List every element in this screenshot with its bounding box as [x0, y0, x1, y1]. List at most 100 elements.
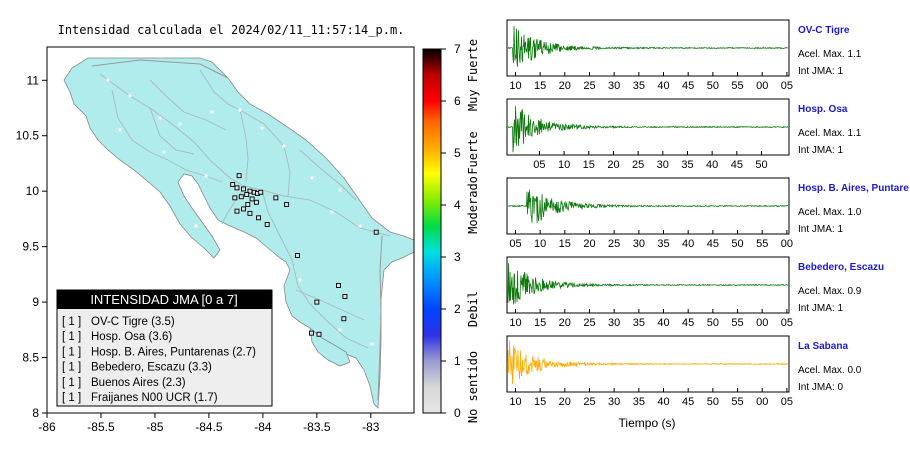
waveform-x-axis-label: Tiempo (s) — [619, 416, 676, 430]
waveform-tick-label: 30 — [608, 396, 620, 408]
waveform-tick-label: 05 — [781, 80, 793, 92]
colorbar-tick-label: 0 — [454, 406, 461, 420]
waveform-tick-label: 15 — [559, 238, 571, 250]
waveform-tick-label: 35 — [633, 317, 645, 329]
station-marker — [234, 185, 240, 191]
colorbar-tick-label: 3 — [454, 250, 461, 264]
station-max-acceleration: Acel. Max. 1.1 — [798, 128, 862, 139]
waveform-tick-label: 15 — [534, 317, 546, 329]
waveform-tick-label: 50 — [707, 80, 719, 92]
colorbar-tick-label: 6 — [454, 94, 461, 108]
colorbar-category-label: Fuerte — [466, 131, 480, 174]
road-network — [99, 69, 391, 349]
station-max-acceleration: Acel. Max. 0.9 — [798, 286, 862, 297]
waveform-tick-label: 25 — [583, 80, 595, 92]
map-y-tick-label: 10.5 — [16, 129, 40, 143]
station-marker — [249, 196, 255, 202]
map-title: Intensidad calculada el 2024/02/11_11:57… — [58, 23, 405, 37]
waveform-tick-label: 20 — [583, 238, 595, 250]
map-content — [63, 57, 414, 409]
waveform-tick-label: 35 — [633, 396, 645, 408]
legend-item-label: Hosp. B. Aires, Puntarenas (2.7) — [91, 346, 256, 358]
waveform-tick-label: 25 — [583, 317, 595, 329]
map-x-tick-label: -85.5 — [87, 420, 115, 434]
colorbar-tick-label: 4 — [454, 198, 461, 212]
map-frame — [46, 46, 415, 414]
legend-item-label: Hosp. Osa (3.6) — [91, 331, 172, 343]
station-marker — [284, 202, 290, 207]
station-marker — [264, 222, 270, 227]
legend-item-label: Fraijanes N00 UCR (1.7) — [91, 392, 218, 404]
station-max-acceleration: Acel. Max. 0.0 — [798, 365, 862, 376]
station-marker — [341, 316, 347, 322]
station-marker — [258, 189, 264, 195]
waveform-tick-label: 05 — [781, 317, 793, 329]
map-x-tick-label: -83.5 — [303, 420, 331, 434]
station-marker — [238, 194, 244, 200]
waveform-tick-label: 45 — [682, 80, 694, 92]
station-jma-intensity: Int JMA: 1 — [798, 303, 843, 314]
station-marker — [244, 192, 250, 197]
legend-item-level: [ 1 ] — [62, 316, 81, 328]
map-y-tick-label: 10 — [26, 184, 40, 198]
waveform-tick-label: 35 — [633, 80, 645, 92]
legend-box — [56, 289, 273, 407]
map-y-tick-label: 8.5 — [22, 351, 39, 365]
waveform-tick-label: 35 — [681, 159, 693, 171]
waveform-tick-label: 20 — [559, 396, 571, 408]
waveform-tick-label: 30 — [608, 317, 620, 329]
waveform-tick-label: 50 — [731, 238, 743, 250]
station-jma-intensity: Int JMA: 0 — [798, 382, 843, 393]
waveform-tick-label: 00 — [756, 396, 768, 408]
legend-item-level: [ 1 ] — [62, 346, 81, 358]
colorbar-tick-label: 7 — [454, 42, 461, 56]
waveform-panels: 10 15 20 25 30 35 40 45 50 55 00 05 OV-C Tigre Acel. … — [506, 19, 909, 408]
waveform-tick-label: 15 — [583, 159, 595, 171]
legend-item-level: [ 1 ] — [62, 392, 81, 404]
border-panama — [377, 235, 383, 401]
station-jma-intensity: Int JMA: 1 — [798, 224, 843, 235]
land-osa-peninsula — [309, 327, 351, 367]
waveform-tick-label: 10 — [534, 238, 546, 250]
waveform-tick-label: 55 — [731, 396, 743, 408]
waveform-tick-label: 25 — [583, 396, 595, 408]
intensity-colorbar: 0 1 2 3 4 5 6 7 No sentido Debil Moderado Fuerte Mu… — [422, 39, 480, 423]
map-x-axis: -86 -85.5 -85 -84.5 -84 -83.5 -83 — [38, 413, 380, 434]
waveform-tick-label: 40 — [657, 396, 669, 408]
station-name: Hosp. Osa — [798, 104, 848, 115]
waveform-tick-label: 45 — [707, 238, 719, 250]
waveform-tick-label: 05 — [509, 238, 521, 250]
station-marker — [236, 173, 242, 179]
station-marker — [314, 299, 320, 305]
waveform-tick-label: 25 — [632, 159, 644, 171]
waveform-tick-label: 45 — [731, 159, 743, 171]
colorbar-tick-label: 2 — [454, 302, 461, 316]
waveform-trace — [507, 25, 789, 67]
waveform-trace — [507, 263, 789, 305]
station-marker — [247, 210, 253, 216]
station-marker — [241, 186, 246, 192]
map-x-tick-label: -84.5 — [195, 420, 223, 434]
colorbar-category-label: Muy Fuerte — [466, 39, 480, 111]
waveform-tick-label: 40 — [657, 80, 669, 92]
border-nicaragua — [91, 59, 229, 79]
waveform-tick-label: 00 — [756, 80, 768, 92]
legend-title: INTENSIDAD JMA [0 a 7] — [90, 292, 237, 307]
colorbar-tick-label: 1 — [454, 354, 461, 368]
station-marker — [241, 206, 246, 212]
waveform-tick-label: 20 — [607, 159, 619, 171]
station-max-acceleration: Acel. Max. 1.1 — [798, 49, 862, 60]
waveform-tick-label: 55 — [731, 317, 743, 329]
waveform-tick-label: 40 — [657, 317, 669, 329]
station-jma-intensity: Int JMA: 1 — [798, 145, 843, 156]
station-marker — [253, 199, 259, 205]
waveform-tick-label: 15 — [534, 396, 546, 408]
colorbar-category-label: Moderado — [466, 176, 480, 234]
waveform-tick-label: 35 — [657, 238, 669, 250]
waveform-trace — [507, 105, 789, 153]
station-marker — [230, 182, 236, 187]
colorbar-category-label: No sentido — [466, 351, 480, 423]
map-x-tick-label: -84 — [254, 420, 272, 434]
waveform-tick-label: 45 — [682, 396, 694, 408]
